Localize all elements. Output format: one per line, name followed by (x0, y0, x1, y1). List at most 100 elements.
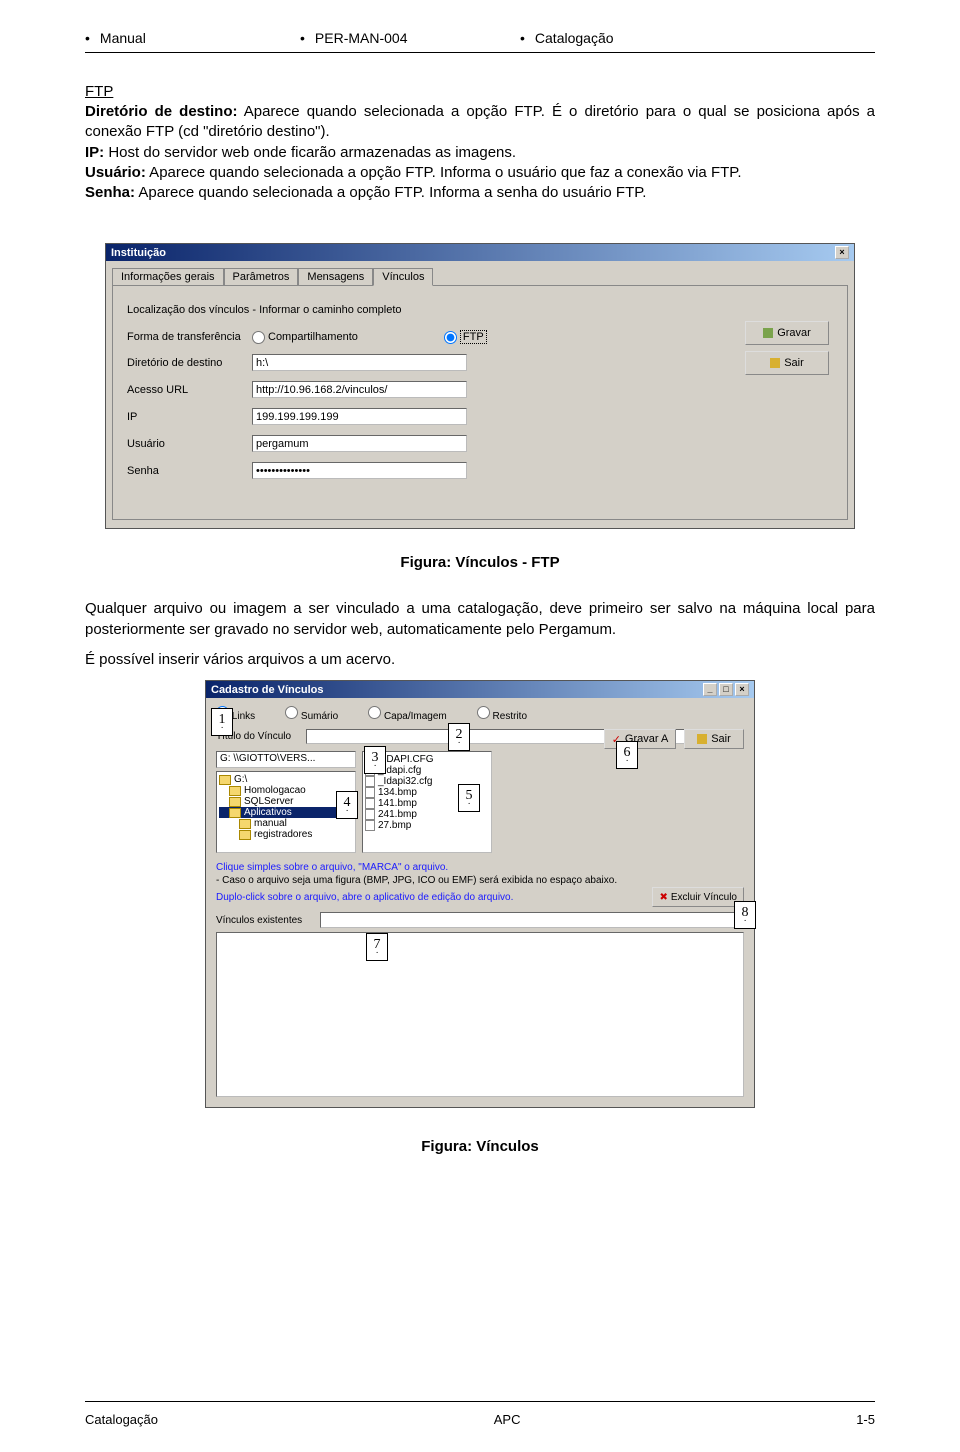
tree-item[interactable]: Aplicativos (219, 807, 353, 818)
label-url: Acesso URL (127, 384, 252, 396)
tree-item-label: manual (254, 818, 287, 829)
tab-mensagens[interactable]: Mensagens (298, 268, 373, 286)
loc-caption: Localização dos vínculos - Informar o ca… (127, 304, 833, 316)
gravar-button[interactable]: Gravar (745, 321, 829, 345)
tree-item[interactable]: Homologacao (219, 785, 353, 796)
header-code: PER-MAN-004 (315, 30, 408, 46)
label-vinculos-existentes: Vínculos existentes (216, 915, 314, 926)
badge-7: 7 (366, 933, 388, 961)
def-diretorio: Diretório de destino: Aparece quando sel… (85, 102, 875, 143)
tab-row: Informações gerais Parâmetros Mensagens … (106, 261, 854, 285)
badge-1: 1 (211, 708, 233, 736)
tree-item-label: G:\ (234, 774, 247, 785)
tab-body: Localização dos vínculos - Informar o ca… (112, 285, 848, 520)
radio-capa[interactable] (368, 706, 381, 719)
usuario-input[interactable] (252, 435, 467, 452)
folder-icon (239, 830, 251, 840)
radio-restrito[interactable] (477, 706, 490, 719)
file-item-label: 134.bmp (378, 787, 417, 798)
folder-icon (229, 797, 241, 807)
gravar-button2[interactable]: ✓Gravar A (604, 729, 676, 749)
save-icon (763, 328, 773, 338)
badge-3: 3 (364, 746, 386, 774)
tree-item[interactable]: G:\ (219, 774, 353, 785)
tree-item-label: Aplicativos (244, 807, 292, 818)
def-usuario: Usuário: Aparece quando selecionada a op… (85, 163, 875, 183)
radio-ftp[interactable] (444, 331, 457, 344)
tree-item-label: SQLServer (244, 796, 293, 807)
radio-label-capa: Capa/Imagem (384, 711, 447, 722)
file-icon (365, 820, 375, 831)
file-icon (365, 809, 375, 820)
titlebar2: Cadastro de Vínculos _ □ × (206, 681, 754, 698)
sair-button[interactable]: Sair (745, 351, 829, 375)
close-icon[interactable]: × (835, 246, 849, 259)
file-item-label: 27.bmp (378, 820, 411, 831)
tree-item-label: registradores (254, 829, 312, 840)
vinculos-existentes-combo[interactable] (320, 912, 744, 928)
footer-mid: APC (494, 1412, 521, 1427)
paragraph-possivel: É possível inserir vários arquivos a um … (85, 650, 875, 670)
label-usuario: Usuário (127, 438, 252, 450)
file-icon (365, 798, 375, 809)
maximize-icon[interactable]: □ (719, 683, 733, 696)
close-icon[interactable]: × (735, 683, 749, 696)
file-item-label: _IDAPI.CFG (378, 754, 434, 765)
header-topic: Catalogação (535, 30, 614, 46)
folder-icon (239, 819, 251, 829)
instr-line2: - Caso o arquivo seja uma figura (BMP, J… (216, 874, 744, 887)
file-icon (365, 787, 375, 798)
folder-icon (219, 775, 231, 785)
radio-label-sumario: Sumário (301, 711, 338, 722)
tree-item[interactable]: SQLServer (219, 796, 353, 807)
file-item-label: 241.bmp (378, 809, 417, 820)
preview-area (216, 932, 744, 1097)
badge-5: 5 (458, 784, 480, 812)
folder-icon (229, 786, 241, 796)
label-forma: Forma de transferência (127, 331, 252, 343)
tab-parametros[interactable]: Parâmetros (224, 268, 299, 286)
excluir-vinculo-button[interactable]: ✖Excluir Vínculo (652, 887, 744, 907)
bullet: • (300, 30, 305, 46)
bullet: • (520, 30, 525, 46)
tree-item[interactable]: registradores (219, 829, 353, 840)
label-diretorio: Diretório de destino (127, 357, 252, 369)
url-input[interactable] (252, 381, 467, 398)
footer-left: Catalogação (85, 1412, 158, 1427)
header-manual: Manual (100, 30, 146, 46)
window-title2: Cadastro de Vínculos (211, 684, 323, 696)
folder-tree[interactable]: G:\HomologacaoSQLServerAplicativosmanual… (216, 771, 356, 853)
exit-icon (770, 358, 780, 368)
badge-2: 2 (448, 723, 470, 751)
drive-combo[interactable]: G: \\GIOTTO\VERS... (216, 751, 356, 768)
minimize-icon[interactable]: _ (703, 683, 717, 696)
badge-8: 8 (734, 901, 756, 929)
footer-divider (85, 1401, 875, 1402)
file-item-label: _Idapi32.cfg (378, 776, 433, 787)
window-title: Instituição (111, 247, 166, 259)
file-item[interactable]: 27.bmp (365, 820, 489, 831)
tree-item[interactable]: manual (219, 818, 353, 829)
figure1-caption: Figura: Vínculos - FTP (85, 554, 875, 571)
def-ip: IP: Host do servidor web onde ficarão ar… (85, 143, 875, 163)
badge-6: 6 (616, 741, 638, 769)
exit-icon (697, 734, 707, 744)
file-item-label: 141.bmp (378, 798, 417, 809)
tab-informacoes[interactable]: Informações gerais (112, 268, 224, 286)
radio-label-comp: Compartilhamento (268, 331, 358, 343)
diretorio-input[interactable] (252, 354, 467, 371)
ip-input[interactable] (252, 408, 467, 425)
instr-line3: Duplo-click sobre o arquivo, abre o apli… (216, 891, 513, 904)
paragraph-qualquer: Qualquer arquivo ou imagem a ser vincula… (85, 599, 875, 640)
page-footer: Catalogação APC 1-5 (85, 1412, 875, 1427)
sair-button2[interactable]: Sair (684, 729, 744, 749)
senha-input[interactable] (252, 462, 467, 479)
radio-label-restrito: Restrito (493, 711, 527, 722)
delete-icon: ✖ (659, 891, 667, 904)
radio-compartilhamento[interactable] (252, 331, 265, 344)
radio-label-links: Links (232, 711, 255, 722)
radio-sumario[interactable] (285, 706, 298, 719)
tab-vinculos[interactable]: Vínculos (373, 268, 433, 286)
radio-label-ftp: FTP (460, 330, 487, 344)
instituicao-window: Instituição × Informações gerais Parâmet… (105, 243, 855, 529)
